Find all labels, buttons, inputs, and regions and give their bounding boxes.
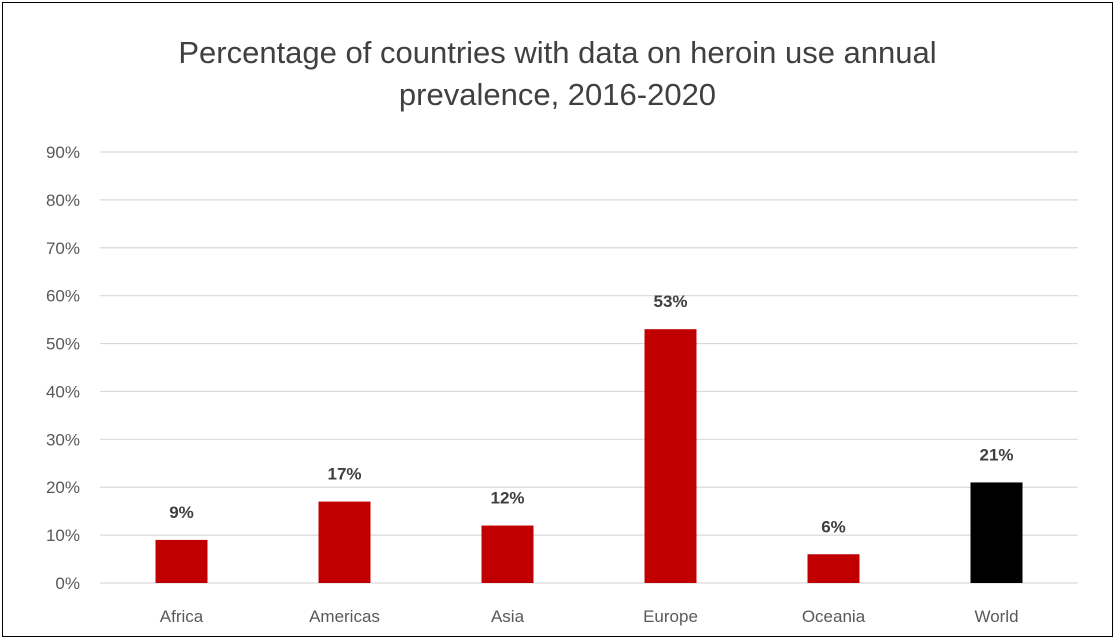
y-tick-label: 70% — [46, 239, 80, 258]
y-tick-label: 80% — [46, 191, 80, 210]
y-tick-label: 20% — [46, 478, 80, 497]
y-tick-label: 10% — [46, 526, 80, 545]
y-tick-label: 60% — [46, 287, 80, 306]
y-tick-label: 30% — [46, 430, 80, 449]
x-category-label-oceania: Oceania — [802, 607, 866, 626]
data-label-oceania: 6% — [821, 517, 846, 536]
bar-asia — [481, 525, 534, 583]
y-tick-label: 90% — [46, 143, 80, 162]
x-category-label-americas: Americas — [309, 607, 380, 626]
bar-americas — [318, 501, 371, 583]
chart-title: Percentage of countries with data on her… — [0, 32, 1115, 116]
y-tick-label: 50% — [46, 335, 80, 354]
data-label-europe: 53% — [653, 292, 687, 311]
data-label-world: 21% — [979, 445, 1013, 464]
x-category-label-europe: Europe — [643, 607, 698, 626]
chart-title-line-2: prevalence, 2016-2020 — [398, 77, 717, 112]
bars — [155, 329, 1023, 583]
data-label-africa: 9% — [169, 503, 194, 522]
data-label-asia: 12% — [490, 489, 524, 508]
y-axis-tick-labels: 0% 10% 20% 30% 40% 50% 60% 70% 80% 90% — [46, 143, 80, 593]
bar-world — [970, 482, 1023, 583]
x-category-label-asia: Asia — [491, 607, 525, 626]
data-labels: 9% 17% 12% 53% 6% 21% — [169, 292, 1013, 536]
y-tick-label: 0% — [55, 574, 80, 593]
y-tick-label: 40% — [46, 382, 80, 401]
x-category-label-africa: Africa — [160, 607, 204, 626]
data-label-americas: 17% — [327, 465, 361, 484]
bar-europe — [644, 329, 697, 583]
bar-africa — [155, 539, 208, 583]
x-category-label-world: World — [974, 607, 1018, 626]
bar-oceania — [807, 554, 860, 583]
x-axis-category-labels: Africa Americas Asia Europe Oceania World — [160, 607, 1019, 626]
chart-title-line-1: Percentage of countries with data on her… — [178, 35, 937, 70]
gridlines — [100, 151, 1078, 584]
